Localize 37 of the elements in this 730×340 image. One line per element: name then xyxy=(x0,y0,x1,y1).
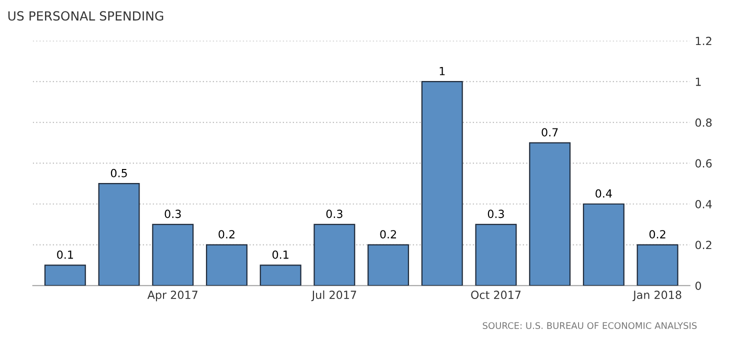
data-label: 0.2 xyxy=(218,230,234,238)
source-note: SOURCE: U.S. BUREAU OF ECONOMIC ANALYSIS xyxy=(482,322,697,330)
data-label: 0.1 xyxy=(272,250,288,259)
data-label: 0.2 xyxy=(649,230,666,238)
bar xyxy=(368,244,410,286)
data-label: 0.7 xyxy=(542,128,558,136)
bar xyxy=(260,264,302,286)
data-label: 1 xyxy=(440,67,445,76)
x-tick-label: Oct 2017 xyxy=(471,290,521,300)
y-tick-label: 0.6 xyxy=(695,159,712,168)
y-tick-label: 1 xyxy=(696,78,701,86)
y-tick-label: 1.2 xyxy=(696,36,712,46)
bar xyxy=(44,264,86,286)
bar xyxy=(314,224,356,286)
data-label: 0.2 xyxy=(380,230,396,238)
data-label: 0.1 xyxy=(57,250,73,259)
y-tick-label: 0.8 xyxy=(695,118,712,127)
chart-title: US PERSONAL SPENDING xyxy=(8,11,164,21)
bar xyxy=(421,81,463,286)
data-label: 0.5 xyxy=(110,168,127,178)
bar xyxy=(636,244,678,286)
bar xyxy=(529,142,571,286)
bar xyxy=(98,183,140,286)
bar xyxy=(582,203,624,286)
bar xyxy=(206,244,248,286)
data-label: 0.4 xyxy=(596,189,612,198)
y-tick-label: 0 xyxy=(695,282,702,290)
y-tick-label: 0.2 xyxy=(695,240,712,250)
x-tick-label: Jul 2017 xyxy=(311,290,356,302)
bar xyxy=(475,224,517,286)
y-tick-label: 0.4 xyxy=(695,200,712,208)
data-label: 0.3 xyxy=(164,210,181,218)
data-label: 0.3 xyxy=(488,210,504,218)
x-tick-label: Jan 2018 xyxy=(632,290,682,302)
data-label: 0.3 xyxy=(326,210,342,218)
bar xyxy=(152,224,194,286)
x-tick-label: Apr 2017 xyxy=(147,290,198,302)
